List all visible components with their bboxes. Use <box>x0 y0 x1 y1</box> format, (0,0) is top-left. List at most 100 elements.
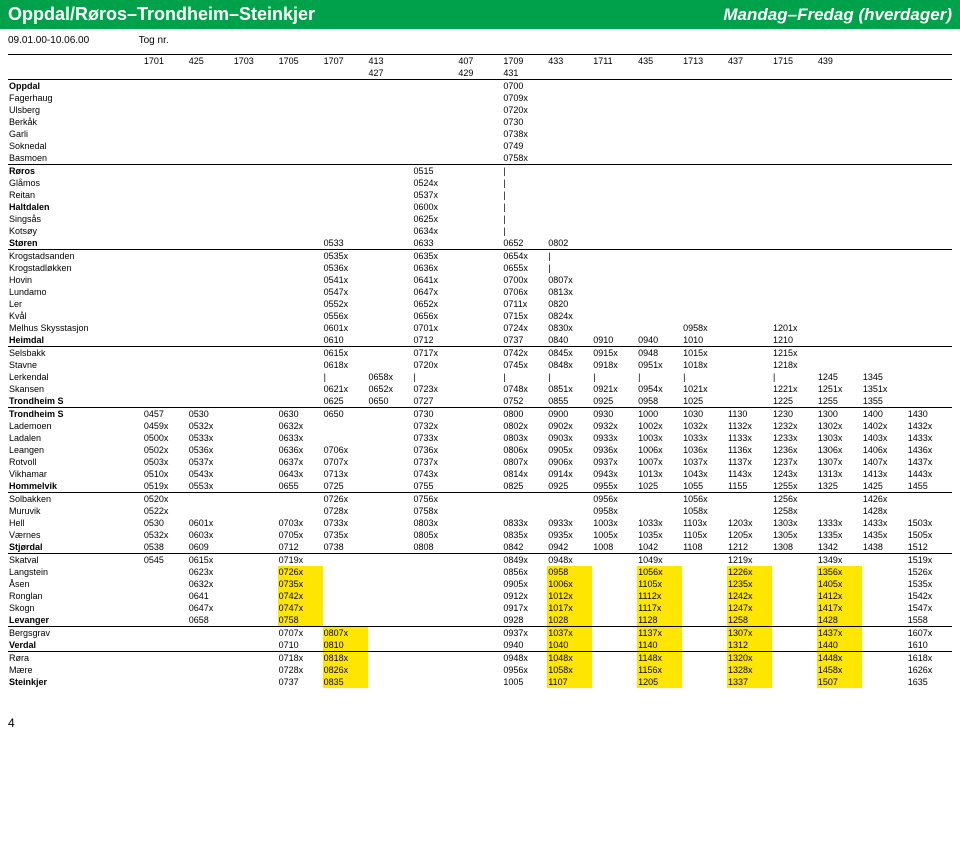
time-cell <box>907 347 952 360</box>
time-cell <box>862 652 907 665</box>
time-cell: 1002x <box>637 420 682 432</box>
time-cell <box>817 347 862 360</box>
time-cell <box>457 322 502 334</box>
time-cell: 0935x <box>547 529 592 541</box>
train-number <box>637 67 682 80</box>
time-cell: 1519x <box>907 554 952 567</box>
time-cell <box>817 322 862 334</box>
time-cell: 1233x <box>772 432 817 444</box>
time-cell: 0956x <box>592 493 637 506</box>
time-cell <box>457 225 502 237</box>
time-cell: | <box>592 371 637 383</box>
time-cell: 1413x <box>862 468 907 480</box>
time-cell: 1105x <box>637 578 682 590</box>
time-cell <box>188 310 233 322</box>
time-cell: 1406x <box>862 444 907 456</box>
time-cell: 0536x <box>323 262 368 274</box>
time-cell <box>233 639 278 652</box>
train-number <box>547 67 592 80</box>
time-cell: 0656x <box>412 310 457 322</box>
time-cell <box>547 80 592 93</box>
train-header-row: 427429431 <box>8 67 952 80</box>
page-number: 4 <box>0 696 960 730</box>
time-cell <box>368 237 413 250</box>
station-row: Stjørdal05380609071207380808084209421008… <box>8 541 952 554</box>
time-cell <box>233 140 278 152</box>
time-cell <box>457 213 502 225</box>
time-cell <box>592 177 637 189</box>
time-cell <box>457 80 502 93</box>
time-cell <box>817 334 862 347</box>
time-cell: 0730 <box>412 408 457 421</box>
train-number: 1715 <box>772 55 817 68</box>
time-cell <box>727 165 772 178</box>
time-cell <box>233 420 278 432</box>
time-cell: 1218x <box>772 359 817 371</box>
time-cell <box>862 152 907 165</box>
time-cell: 1635 <box>907 676 952 688</box>
time-cell <box>457 165 502 178</box>
time-cell: 0925 <box>547 480 592 493</box>
time-cell <box>233 432 278 444</box>
time-cell <box>143 152 188 165</box>
station-row: Røros0515| <box>8 165 952 178</box>
time-cell: 0902x <box>547 420 592 432</box>
time-cell <box>907 395 952 408</box>
time-cell <box>547 140 592 152</box>
time-cell <box>143 383 188 395</box>
time-cell <box>233 213 278 225</box>
time-cell <box>278 383 323 395</box>
time-cell <box>862 590 907 602</box>
time-cell <box>457 602 502 614</box>
time-cell <box>278 359 323 371</box>
time-cell: 0643x <box>278 468 323 480</box>
time-cell: | <box>502 213 547 225</box>
time-cell <box>368 334 413 347</box>
time-cell <box>188 250 233 263</box>
time-cell <box>143 566 188 578</box>
time-cell: 1400 <box>862 408 907 421</box>
time-cell: 0928 <box>502 614 547 627</box>
time-cell: 0914x <box>547 468 592 480</box>
time-cell <box>278 493 323 506</box>
time-cell: 0955x <box>592 480 637 493</box>
time-cell <box>323 432 368 444</box>
time-cell <box>772 298 817 310</box>
time-cell <box>412 152 457 165</box>
time-cell: 0810 <box>323 639 368 652</box>
station-name: Skatval <box>8 554 143 567</box>
station-row: Glåmos0524x| <box>8 177 952 189</box>
time-cell: 0848x <box>547 359 592 371</box>
time-cell <box>233 116 278 128</box>
time-cell <box>188 213 233 225</box>
time-cell: 0524x <box>412 177 457 189</box>
time-cell <box>907 274 952 286</box>
station-row: Solbakken0520x0726x0756x0956x1056x1256x1… <box>8 493 952 506</box>
time-cell: 0912x <box>502 590 547 602</box>
time-cell: 1626x <box>907 664 952 676</box>
station-row: Oppdal0700 <box>8 80 952 93</box>
time-cell: 1235x <box>727 578 772 590</box>
time-cell: 1137x <box>727 456 772 468</box>
time-cell <box>727 347 772 360</box>
time-cell: 0533x <box>188 432 233 444</box>
time-cell <box>907 140 952 152</box>
time-cell: 1243x <box>772 468 817 480</box>
time-cell: 1112x <box>637 590 682 602</box>
time-cell: 1312 <box>727 639 772 652</box>
time-cell: 0752 <box>502 395 547 408</box>
station-row: Levanger06580758092810281128125814281558 <box>8 614 952 627</box>
time-cell <box>907 286 952 298</box>
train-number: 1707 <box>323 55 368 68</box>
time-cell: | <box>502 189 547 201</box>
time-cell <box>188 298 233 310</box>
time-cell <box>143 250 188 263</box>
time-cell <box>862 310 907 322</box>
time-cell <box>457 128 502 140</box>
time-cell <box>772 152 817 165</box>
time-cell: 0905x <box>502 578 547 590</box>
time-cell: 0803x <box>412 517 457 529</box>
time-cell <box>637 177 682 189</box>
time-cell <box>682 590 727 602</box>
time-cell <box>412 639 457 652</box>
